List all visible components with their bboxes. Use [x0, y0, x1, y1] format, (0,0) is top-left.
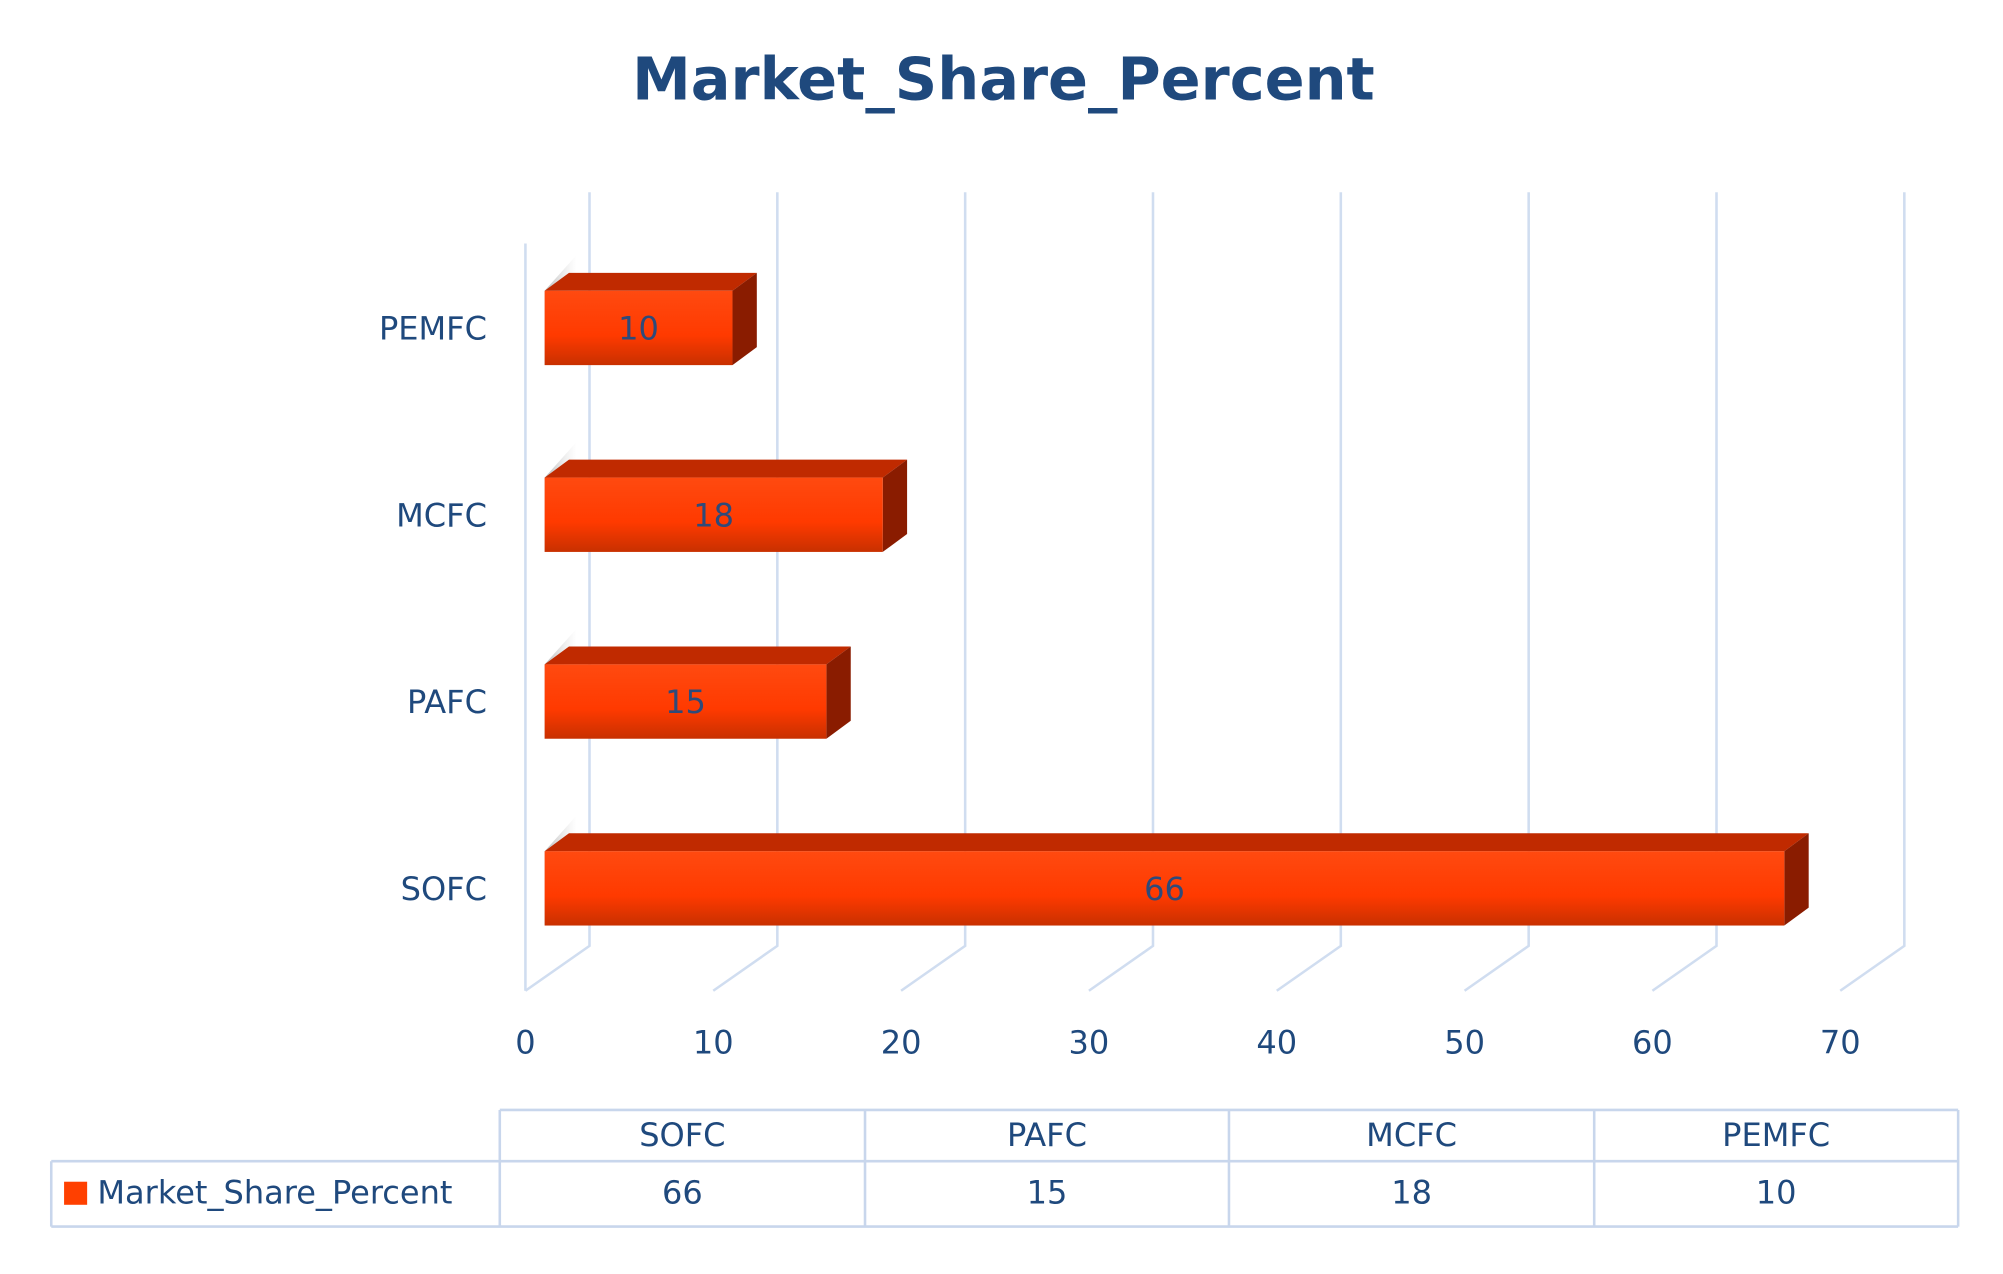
table-value: 18 — [1391, 1174, 1432, 1212]
x-tick-label: 50 — [1444, 1024, 1485, 1062]
bar — [544, 290, 733, 366]
bar-top — [544, 833, 1809, 852]
bar-side — [882, 459, 908, 552]
grid-line — [1088, 192, 1155, 992]
table-header: PEMFC — [1722, 1116, 1830, 1154]
y-tick-label: PAFC — [407, 683, 487, 721]
x-tick-label: 10 — [693, 1024, 734, 1062]
data-label: 66 — [1144, 870, 1185, 908]
bar-top — [544, 272, 757, 291]
legend-swatch — [64, 1181, 88, 1205]
x-tick-label: 0 — [515, 1024, 535, 1062]
bar — [544, 477, 883, 552]
data-label: 10 — [618, 310, 659, 348]
table-value: 10 — [1756, 1174, 1797, 1212]
table-header: SOFC — [639, 1116, 725, 1154]
x-tick-label: 60 — [1632, 1024, 1673, 1062]
x-tick-label: 20 — [881, 1024, 922, 1062]
table-header: PAFC — [1007, 1116, 1087, 1154]
grid-line — [1276, 192, 1343, 992]
bar — [544, 851, 1785, 926]
grid-line — [900, 192, 967, 992]
grid-line — [524, 192, 591, 992]
y-tick-label: SOFC — [401, 870, 487, 908]
x-tick-label: 30 — [1069, 1024, 1110, 1062]
y-tick-label: MCFC — [396, 496, 487, 534]
bar-side — [826, 646, 851, 739]
table-value: 66 — [662, 1174, 703, 1212]
grid: 0 10 20 30 40 50 60 70 — [515, 192, 1906, 1062]
grid-line — [1463, 192, 1530, 992]
bar-side — [732, 272, 757, 366]
legend-label: Market_Share_Percent — [97, 1174, 452, 1212]
bar — [544, 664, 827, 739]
y-tick-label: PEMFC — [379, 310, 487, 348]
grid-line — [1839, 192, 1906, 992]
x-tick-label: 70 — [1820, 1024, 1861, 1062]
table-header: MCFC — [1366, 1116, 1457, 1154]
chart-title: Market_Share_Percent — [632, 44, 1375, 113]
data-label: 15 — [665, 683, 706, 721]
bar-top — [544, 646, 851, 665]
grid-line — [1651, 192, 1718, 992]
data-label: 18 — [693, 496, 734, 534]
data-table: SOFC PAFC MCFC PEMFC Market_Share_Percent 66 1… — [49, 1108, 1960, 1228]
bar-side — [1784, 833, 1809, 926]
x-tick-label: 40 — [1256, 1024, 1297, 1062]
grid-line — [712, 192, 779, 992]
bars: 66 SOFC 15 PAFC 18 MCFC 10 PEMFC — [379, 254, 1809, 926]
bar-top — [544, 459, 908, 478]
table-value: 15 — [1027, 1174, 1068, 1212]
